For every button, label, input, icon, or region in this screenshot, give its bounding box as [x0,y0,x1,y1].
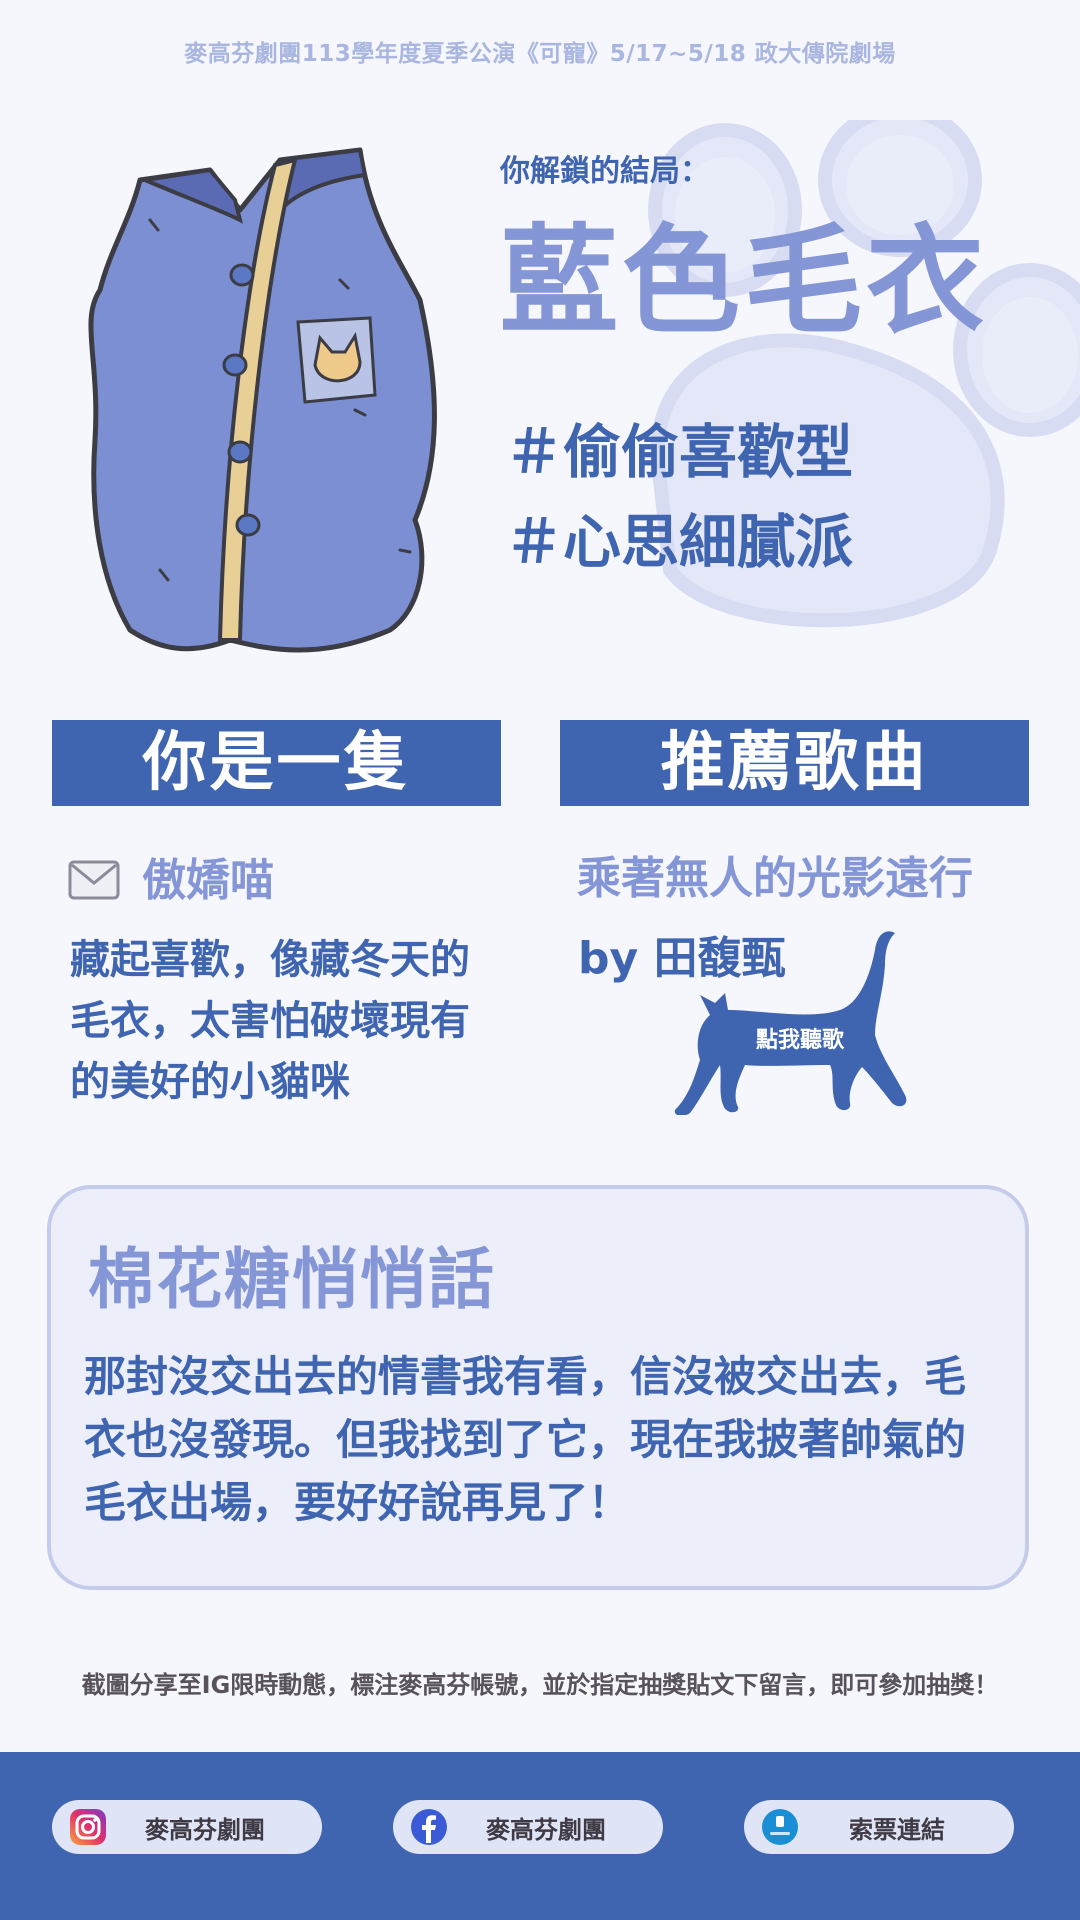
you-are-header: 你是一隻 [52,720,501,806]
instagram-link[interactable]: 麥高芬劇團 [52,1800,322,1854]
whisper-text: 那封沒交出去的情書我有看，信沒被交出去，毛衣也沒發現。但我找到了它，現在我披著帥… [84,1345,1004,1534]
cat-type: 傲嬌喵 [142,855,274,908]
share-instructions: 截圖分享至IG限時動態，標注麥高芬帳號，並於指定抽獎貼文下留言，即可參加抽獎！ [0,1665,1080,1700]
accupass-icon [760,1807,800,1847]
listen-song-label: 點我聽歌 [740,1022,860,1054]
unlock-label: 你解鎖的結局： [500,146,710,190]
whisper-title: 棉花糖悄悄話 [88,1240,496,1319]
instagram-label: 麥高芬劇團 [108,1810,322,1845]
song-title: 乘著無人的光影遠行 [577,853,973,906]
instagram-icon [68,1807,108,1847]
listen-song-button[interactable]: 點我聽歌 [670,925,920,1115]
sweater-vest-illustration [70,140,450,660]
event-banner: 麥高芬劇團113學年度夏季公演《可寵》5/17~5/18 政大傳院劇場 [0,34,1080,68]
ending-title: 藍色毛衣 [500,222,988,340]
ticket-label: 索票連結 [800,1810,1014,1845]
facebook-label: 麥高芬劇團 [449,1810,663,1845]
personality-tag: ＃偷偷喜歡型 [505,423,853,481]
walking-cat-icon [670,925,920,1115]
ticket-link[interactable]: 索票連結 [744,1800,1014,1854]
personality-tag: ＃心思細膩派 [505,513,853,571]
recommended-song-header: 推薦歌曲 [560,720,1029,806]
cat-description: 藏起喜歡，像藏冬天的毛衣，太害怕破壞現有的美好的小貓咪 [70,930,490,1113]
facebook-link[interactable]: 麥高芬劇團 [393,1800,663,1854]
envelope-icon [68,860,120,900]
paw-print-icon [600,120,1080,680]
facebook-icon [409,1807,449,1847]
